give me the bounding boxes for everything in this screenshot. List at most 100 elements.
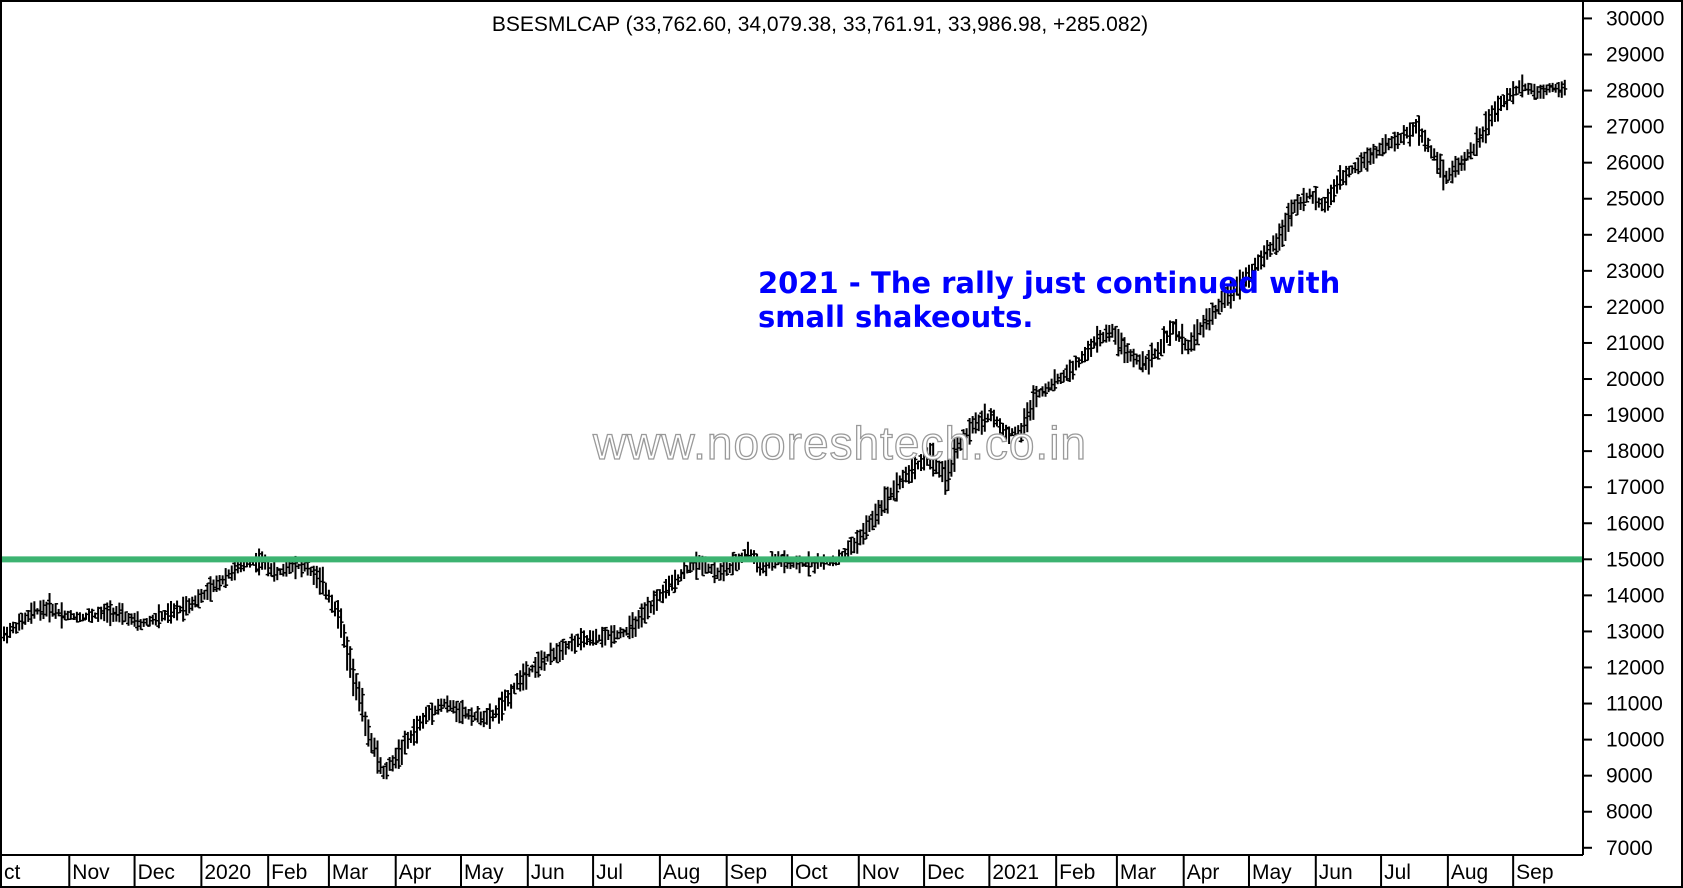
price-bar (198, 588, 204, 603)
price-bar (347, 646, 353, 678)
y-tick-label: 13000 (1606, 620, 1664, 643)
y-tick-label: 14000 (1606, 584, 1664, 607)
x-tick-label: Jul (1384, 861, 1411, 884)
price-bar (1468, 142, 1474, 160)
price-bar (548, 642, 554, 665)
price-bar (572, 635, 578, 654)
chart-title: BSESMLCAP (33,762.60, 34,079.38, 33,761.… (492, 13, 1148, 36)
price-bar (195, 589, 201, 609)
price-bar (523, 661, 529, 690)
price-bar (1395, 131, 1401, 149)
price-bar (350, 658, 356, 697)
price-bar (1194, 319, 1200, 346)
price-bar (47, 593, 53, 623)
price-bar (1304, 192, 1310, 204)
price-bar (1155, 342, 1161, 360)
watermark-text: www.nooreshtech.co.in (592, 417, 1087, 469)
price-bar (223, 568, 229, 589)
price-bar (958, 433, 964, 451)
y-tick-label: 24000 (1606, 224, 1664, 247)
x-tick-label: Nov (862, 861, 900, 884)
price-bar (1301, 187, 1307, 212)
price-bar (535, 651, 541, 678)
price-bar (13, 622, 19, 634)
price-bar (1158, 339, 1164, 357)
price-bar (945, 455, 951, 491)
price-bar (438, 698, 444, 712)
price-bar (1070, 360, 1076, 380)
price-bar (724, 561, 730, 576)
price-bar (107, 600, 113, 627)
x-tick-label: Feb (271, 861, 307, 884)
x-tick-label: Jun (1319, 861, 1353, 884)
price-bar (183, 596, 189, 616)
price-bar (469, 707, 475, 726)
y-tick-label: 10000 (1606, 729, 1664, 752)
x-tick-label: Aug (1451, 861, 1488, 884)
price-bar (1012, 426, 1018, 438)
price-bar (1076, 357, 1082, 368)
price-bar (1216, 298, 1222, 315)
y-tick-label: 26000 (1606, 152, 1664, 175)
price-bar (614, 630, 620, 640)
price-bar (611, 625, 617, 644)
price-bar (156, 604, 162, 629)
price-bar (560, 638, 566, 661)
x-tick-label: Apr (1187, 861, 1220, 884)
price-bar (1346, 165, 1352, 178)
price-bar (1125, 343, 1131, 363)
x-tick-label: 2020 (204, 861, 251, 884)
y-tick-label: 8000 (1606, 801, 1653, 824)
price-bar (1052, 369, 1058, 392)
price-bar (320, 566, 326, 595)
price-bar (217, 575, 223, 591)
price-bar (353, 673, 359, 701)
price-bar (602, 626, 608, 646)
price-bar (554, 643, 560, 664)
x-tick-label: Feb (1059, 861, 1095, 884)
annotation-line-1: 2021 - The rally just continued with (758, 266, 1340, 300)
price-bar (344, 636, 350, 671)
price-bar (338, 608, 344, 638)
price-bar (1018, 423, 1024, 443)
price-bar (499, 691, 505, 721)
x-tick-label: Dec (138, 861, 175, 884)
price-bar (542, 651, 548, 671)
price-bar (1443, 170, 1449, 184)
price-bar (475, 705, 481, 723)
x-tick-label: Jun (531, 861, 565, 884)
y-tick-label: 23000 (1606, 260, 1664, 283)
x-tick-label: Mar (1120, 861, 1156, 884)
y-tick-label: 7000 (1606, 837, 1653, 860)
price-bar (396, 739, 402, 769)
price-bar (53, 603, 59, 619)
price-bar (1425, 137, 1431, 153)
y-tick-label: 16000 (1606, 512, 1664, 535)
price-bar (1325, 188, 1331, 211)
price-bar (207, 576, 213, 602)
y-tick-label: 21000 (1606, 332, 1664, 355)
price-bar (1273, 233, 1279, 255)
y-tick-label: 20000 (1606, 368, 1664, 391)
price-bar (511, 682, 517, 695)
price-bar (1513, 85, 1519, 96)
x-tick-label: Sep (1516, 861, 1553, 884)
price-bar (1043, 383, 1049, 397)
price-bar (1288, 199, 1294, 227)
price-bar (362, 711, 368, 737)
y-tick-label: 18000 (1606, 440, 1664, 463)
price-bar (138, 619, 144, 631)
price-bar (402, 730, 408, 755)
price-bar (384, 761, 390, 780)
price-bar (1331, 179, 1337, 203)
price-bar (180, 596, 186, 622)
price-bar (341, 624, 347, 648)
x-tick-label: Sep (730, 861, 767, 884)
price-bar (642, 602, 648, 624)
y-tick-label: 30000 (1606, 7, 1664, 30)
x-tick-label: ct (4, 861, 21, 884)
